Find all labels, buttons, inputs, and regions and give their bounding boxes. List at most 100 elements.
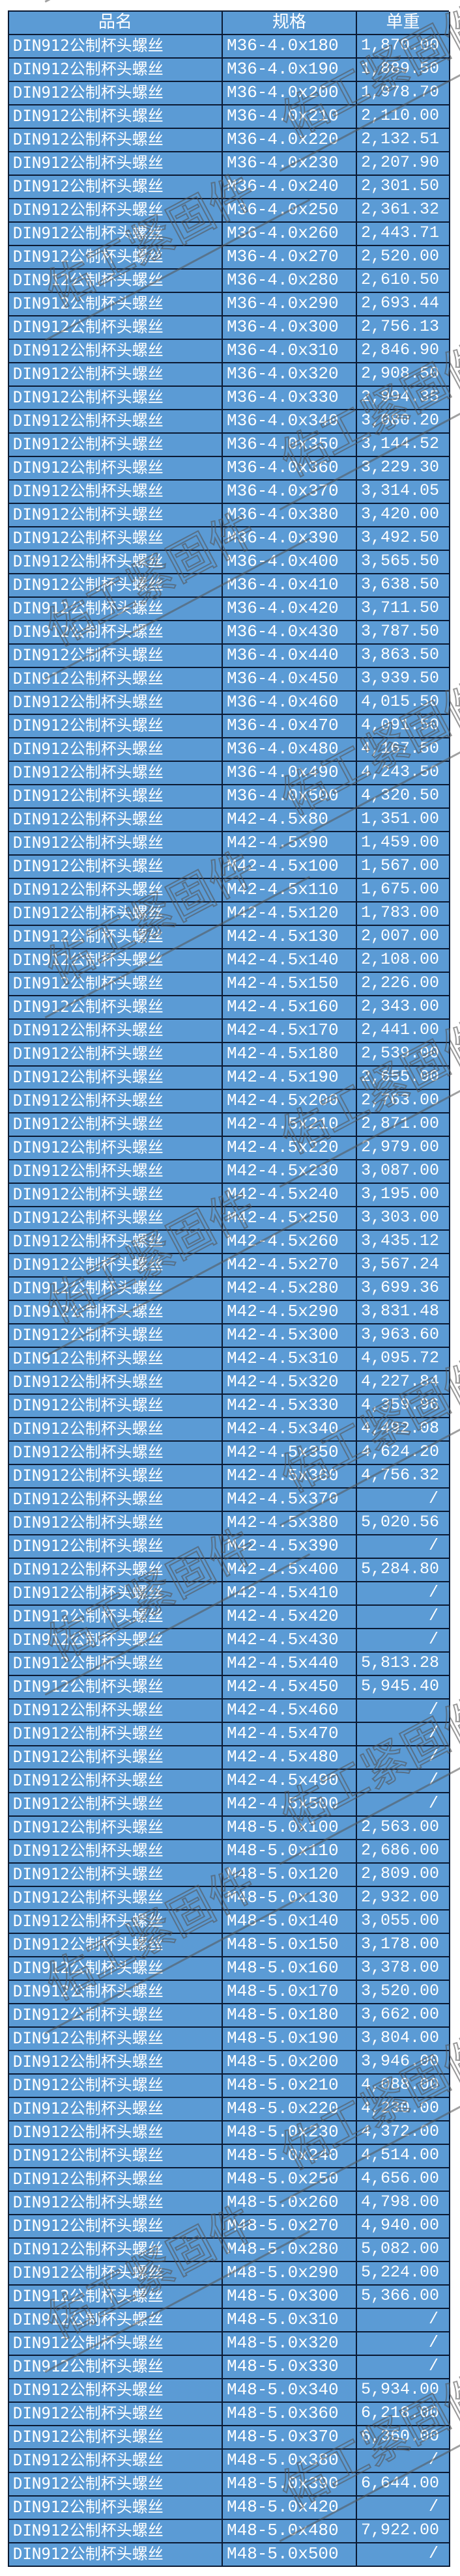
spec-cell: M42-4.5x130 <box>223 926 357 949</box>
unit-weight-cell: 3,520.00 <box>357 1981 450 2004</box>
unit-weight-cell: / <box>357 1606 450 1629</box>
header-unit-weight: 单重 <box>357 12 450 35</box>
spec-cell: M36-4.0x210 <box>223 105 357 129</box>
spec-cell: M36-4.0x480 <box>223 738 357 762</box>
product-name-cell: DIN912公制杯头螺丝 <box>9 1231 223 1254</box>
spec-cell: M48-5.0x360 <box>223 2403 357 2426</box>
unit-weight-cell: 5,284.80 <box>357 1559 450 1582</box>
unit-weight-cell: 6,360.00 <box>357 2426 450 2450</box>
unit-weight-cell: 2,539.00 <box>357 1043 450 1067</box>
spec-cell: M36-4.0x300 <box>223 316 357 340</box>
spec-cell: M36-4.0x310 <box>223 340 357 363</box>
product-name-cell: DIN912公制杯头螺丝 <box>9 2004 223 2028</box>
unit-weight-cell: / <box>357 1582 450 1606</box>
product-name-cell: DIN912公制杯头螺丝 <box>9 1559 223 1582</box>
spec-cell: M48-5.0x340 <box>223 2379 357 2403</box>
unit-weight-cell: 3,711.50 <box>357 598 450 621</box>
unit-weight-cell: / <box>357 2497 450 2520</box>
spec-cell: M42-4.5x360 <box>223 1465 357 1489</box>
unit-weight-cell: 1,675.00 <box>357 879 450 903</box>
spec-cell: M42-4.5x400 <box>223 1559 357 1582</box>
spec-cell: M36-4.0x270 <box>223 246 357 270</box>
spec-cell: M48-5.0x310 <box>223 2309 357 2332</box>
unit-weight-cell: 3,492.50 <box>357 527 450 551</box>
unit-weight-cell: 2,610.50 <box>357 270 450 293</box>
product-name-cell: DIN912公制杯头螺丝 <box>9 2192 223 2215</box>
product-name-cell: DIN912公制杯头螺丝 <box>9 1864 223 1887</box>
spec-cell: M48-5.0x250 <box>223 2168 357 2192</box>
spec-cell: M42-4.5x270 <box>223 1254 357 1278</box>
product-name-cell: DIN912公制杯头螺丝 <box>9 645 223 668</box>
product-name-cell: DIN912公制杯头螺丝 <box>9 1887 223 1911</box>
product-name-cell: DIN912公制杯头螺丝 <box>9 692 223 715</box>
spec-cell: M42-4.5x140 <box>223 949 357 973</box>
unit-weight-cell: 4,940.00 <box>357 2215 450 2239</box>
product-name-cell: DIN912公制杯头螺丝 <box>9 2497 223 2520</box>
unit-weight-cell: 2,763.00 <box>357 1090 450 1113</box>
unit-weight-cell: 4,015.50 <box>357 692 450 715</box>
spec-cell: M36-4.0x430 <box>223 621 357 645</box>
product-name-cell: DIN912公制杯头螺丝 <box>9 2403 223 2426</box>
unit-weight-cell: 4,088.00 <box>357 2075 450 2098</box>
product-name-cell: DIN912公制杯头螺丝 <box>9 598 223 621</box>
unit-weight-cell: 4,624.20 <box>357 1442 450 1465</box>
spec-cell: M36-4.0x360 <box>223 457 357 481</box>
unit-weight-cell: / <box>357 1535 450 1559</box>
spec-cell: M36-4.0x280 <box>223 270 357 293</box>
product-name-cell: DIN912公制杯头螺丝 <box>9 2239 223 2262</box>
product-name-cell: DIN912公制杯头螺丝 <box>9 1324 223 1348</box>
spec-cell: M42-4.5x470 <box>223 1723 357 1746</box>
product-name-cell: DIN912公制杯头螺丝 <box>9 504 223 527</box>
product-name-cell: DIN912公制杯头螺丝 <box>9 668 223 692</box>
unit-weight-cell: 3,963.60 <box>357 1324 450 1348</box>
product-name-cell: DIN912公制杯头螺丝 <box>9 1184 223 1207</box>
unit-weight-cell: 2,108.00 <box>357 949 450 973</box>
spec-cell: M36-4.0x440 <box>223 645 357 668</box>
unit-weight-cell: 2,979.00 <box>357 1137 450 1160</box>
product-name-cell: DIN912公制杯头螺丝 <box>9 2075 223 2098</box>
spec-cell: M36-4.0x410 <box>223 574 357 598</box>
unit-weight-cell: 2,361.32 <box>357 199 450 223</box>
spec-cell: M36-4.0x290 <box>223 293 357 316</box>
spec-cell: M36-4.0x320 <box>223 363 357 387</box>
spec-cell: M42-4.5x190 <box>223 1067 357 1090</box>
spec-cell: M48-5.0x230 <box>223 2121 357 2145</box>
unit-weight-cell: 2,301.50 <box>357 176 450 199</box>
unit-weight-cell: 2,443.71 <box>357 223 450 246</box>
unit-weight-cell: 4,372.00 <box>357 2121 450 2145</box>
spec-cell: M48-5.0x330 <box>223 2356 357 2379</box>
unit-weight-cell: 7,922.00 <box>357 2520 450 2543</box>
product-name-cell: DIN912公制杯头螺丝 <box>9 715 223 738</box>
spec-cell: M42-4.5x120 <box>223 903 357 926</box>
unit-weight-cell: 1,459.00 <box>357 832 450 856</box>
spec-cell: M42-4.5x220 <box>223 1137 357 1160</box>
spec-cell: M48-5.0x100 <box>223 1817 357 1840</box>
product-name-cell: DIN912公制杯头螺丝 <box>9 1817 223 1840</box>
unit-weight-cell: / <box>357 1770 450 1793</box>
unit-weight-cell: 5,082.00 <box>357 2239 450 2262</box>
unit-weight-cell: 3,939.50 <box>357 668 450 692</box>
unit-weight-cell: 1,567.00 <box>357 856 450 879</box>
unit-weight-cell: 1,889.50 <box>357 59 450 82</box>
unit-weight-cell: / <box>357 1629 450 1653</box>
unit-weight-cell: / <box>357 1700 450 1723</box>
unit-weight-cell: 2,871.00 <box>357 1113 450 1137</box>
spec-cell: M48-5.0x120 <box>223 1864 357 1887</box>
spec-cell: M48-5.0x260 <box>223 2192 357 2215</box>
unit-weight-cell: 3,699.36 <box>357 1278 450 1301</box>
product-name-cell: DIN912公制杯头螺丝 <box>9 1840 223 1864</box>
unit-weight-cell: 2,343.00 <box>357 996 450 1020</box>
product-name-cell: DIN912公制杯头螺丝 <box>9 856 223 879</box>
spec-cell: M36-4.0x220 <box>223 129 357 152</box>
spec-cell: M48-5.0x160 <box>223 1957 357 1981</box>
product-name-cell: DIN912公制杯头螺丝 <box>9 1160 223 1184</box>
product-name-cell: DIN912公制杯头螺丝 <box>9 879 223 903</box>
product-name-cell: DIN912公制杯头螺丝 <box>9 1489 223 1512</box>
unit-weight-cell: 1,783.00 <box>357 903 450 926</box>
unit-weight-cell: / <box>357 1746 450 1770</box>
unit-weight-cell: 3,863.50 <box>357 645 450 668</box>
unit-weight-cell: 3,195.00 <box>357 1184 450 1207</box>
spec-cell: M48-5.0x240 <box>223 2145 357 2168</box>
spec-cell: M42-4.5x410 <box>223 1582 357 1606</box>
unit-weight-cell: 2,110.00 <box>357 105 450 129</box>
